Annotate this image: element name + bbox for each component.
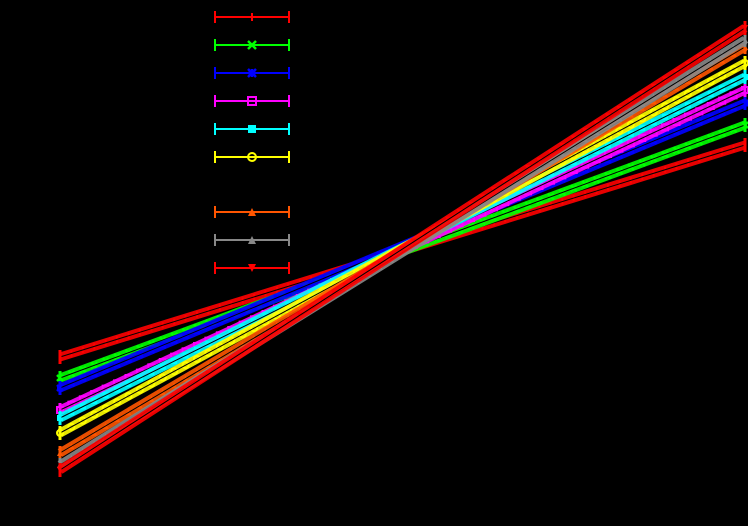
legend-cap: [288, 206, 290, 218]
legend-cap: [214, 206, 216, 218]
series-layer: [56, 21, 748, 477]
triangle-up-marker-icon: [248, 208, 256, 216]
legend-line: [215, 156, 289, 158]
series-8: [57, 21, 748, 477]
legend-cap: [214, 11, 216, 23]
triangle-up-marker-icon: [248, 236, 256, 244]
legend-item-7: [212, 233, 292, 247]
legend-item-4: [212, 122, 292, 136]
legend-cap: [214, 67, 216, 79]
star-marker-icon: [247, 68, 257, 78]
legend-cap: [214, 39, 216, 51]
legend-item-5: [212, 150, 292, 164]
square-filled-marker-icon: [248, 125, 256, 133]
legend-cap: [288, 262, 290, 274]
legend-cap: [288, 11, 290, 23]
legend-cap: [214, 262, 216, 274]
legend-cap: [288, 123, 290, 135]
circle-open-marker-icon: [247, 152, 257, 162]
legend-cap: [288, 151, 290, 163]
legend-cap: [288, 234, 290, 246]
legend-cap: [288, 95, 290, 107]
legend-item-0: [212, 10, 292, 24]
legend-cap: [214, 151, 216, 163]
legend-item-6: [212, 205, 292, 219]
triangle-down-marker-icon: [248, 264, 256, 272]
legend-item-3: [212, 94, 292, 108]
legend-cap: [288, 39, 290, 51]
legend-cap: [214, 95, 216, 107]
legend-line: [215, 100, 289, 102]
legend-cap: [214, 123, 216, 135]
legend-item-1: [212, 38, 292, 52]
legend-item-8: [212, 261, 292, 275]
x-marker-icon: [247, 40, 257, 50]
vline-marker-icon: [251, 13, 253, 21]
square-open-marker-icon: [247, 96, 257, 106]
legend-cap: [214, 234, 216, 246]
legend-item-2: [212, 66, 292, 80]
legend-cap: [288, 67, 290, 79]
